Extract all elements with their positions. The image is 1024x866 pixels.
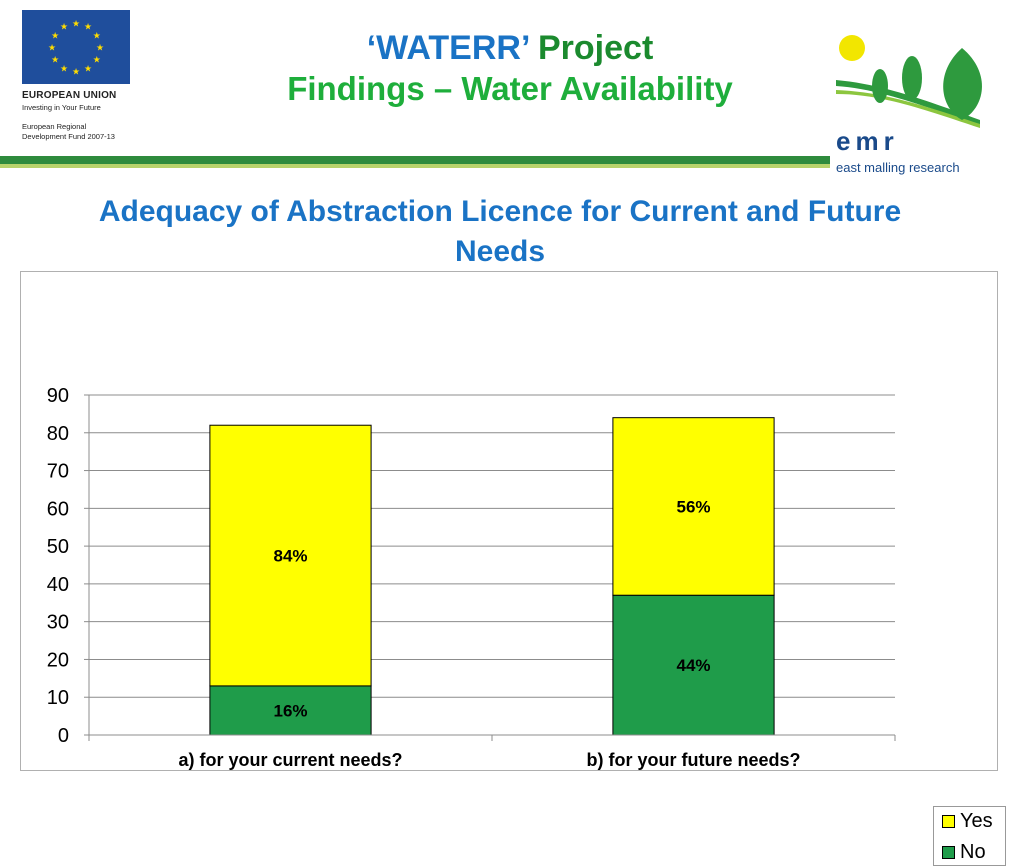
emr-leaves-icon	[836, 35, 982, 128]
title-waterr: ‘WATERR’	[366, 29, 529, 67]
bar-yes	[612, 417, 775, 596]
data-label-no: 16%	[273, 701, 307, 720]
y-tick-label: 30	[47, 612, 69, 634]
y-tick-label: 80	[47, 423, 69, 445]
chart-title: Adequacy of Abstraction Licence for Curr…	[98, 195, 902, 268]
legend-item-no: No	[942, 841, 986, 863]
y-tick-label: 90	[47, 385, 69, 407]
chart-plot: 0 10 20 30 40 50 60 70 80 90 16% 84% a) for your cur…	[47, 385, 896, 770]
y-tick-label: 40	[47, 574, 69, 596]
y-tick-label: 70	[47, 461, 69, 483]
title-line1: ‘WATERR’ Project	[180, 28, 840, 68]
eu-stars-icon: ★ ★★★★★★★★★★★	[22, 10, 130, 84]
bar-no	[209, 685, 372, 736]
legend-swatch-yes	[942, 814, 955, 828]
eu-star-icon: ★	[51, 32, 59, 42]
eu-star-icon: ★	[93, 56, 101, 66]
x-category-label: b) for your future needs?	[586, 750, 800, 770]
eu-logo: ★ ★ ★ ★ ★ ★ ★ ★ ★ ★ ★ ★ EUROPEAN UNION Investing in…	[22, 10, 132, 142]
x-category-label: a) for your current needs?	[178, 750, 402, 770]
data-label-yes: 56%	[676, 497, 710, 516]
y-tick-label: 20	[47, 649, 69, 671]
y-tick-label: 10	[47, 687, 69, 709]
eu-star-icon: ★	[84, 23, 92, 33]
eu-star-icon: ★	[72, 20, 80, 30]
chart-area: 0 10 20 30 40 50 60 70 80 90 16% 84% a) for your cur…	[20, 271, 1006, 866]
chart-legend: Yes No	[933, 806, 1006, 866]
legend-item-yes: Yes	[942, 810, 993, 832]
eu-fund-line2: Development Fund 2007-13	[22, 132, 115, 141]
eu-flag: ★ ★ ★ ★ ★ ★ ★ ★ ★ ★ ★ ★	[22, 10, 130, 84]
eu-star-icon: ★	[93, 32, 101, 42]
title-project: Project	[538, 29, 654, 67]
eu-star-icon: ★	[60, 23, 68, 33]
header-divider	[0, 156, 830, 168]
data-label-no: 44%	[676, 656, 710, 675]
eu-fund-line1: European Regional	[22, 122, 87, 131]
bar-yes	[209, 424, 372, 687]
legend-label-no: No	[960, 840, 986, 863]
legend-swatch-no	[942, 845, 955, 859]
eu-name: EUROPEAN UNION	[22, 90, 117, 101]
eu-star-icon: ★	[48, 44, 56, 54]
page-title: ‘WATERR’ Project Findings – Water Availa…	[180, 28, 840, 110]
eu-star-icon: ★	[51, 56, 59, 66]
page-subtitle: Findings – Water Availability	[287, 70, 733, 107]
eu-tagline: Investing in Your Future	[22, 103, 101, 112]
eu-star-icon: ★	[84, 64, 92, 74]
divider-dark	[0, 156, 830, 164]
y-tick-label: 60	[47, 498, 69, 520]
emr-wordmark: emr	[836, 126, 899, 156]
eu-star-icon: ★	[60, 64, 68, 74]
eu-star-icon: ★	[72, 68, 80, 78]
legend-label-yes: Yes	[960, 809, 993, 832]
bar-no	[612, 594, 775, 736]
eu-star-icon: ★	[96, 44, 104, 54]
data-label-yes: 84%	[273, 547, 307, 566]
y-tick-label: 0	[58, 725, 69, 747]
y-tick-label: 50	[47, 536, 69, 558]
divider-light	[0, 164, 830, 168]
emr-logo: emr east malling research	[830, 28, 1000, 178]
emr-full-name: east malling research	[836, 160, 960, 175]
